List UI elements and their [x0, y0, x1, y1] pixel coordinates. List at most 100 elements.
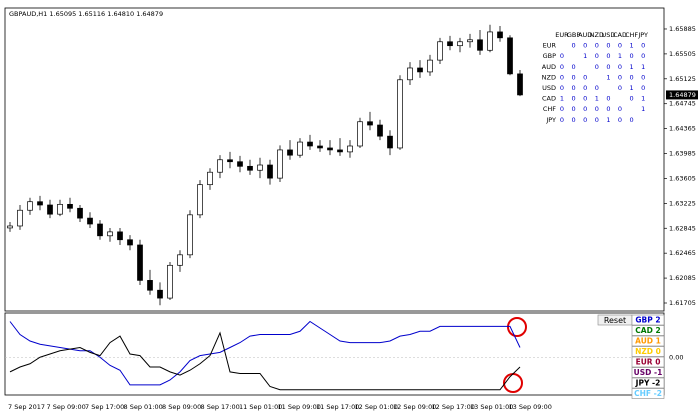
matrix-cell: 0	[572, 95, 576, 103]
currency-strength[interactable]: 0	[656, 347, 661, 356]
candle-body	[87, 217, 93, 225]
candle-body	[487, 31, 493, 51]
matrix-cell: 0	[583, 84, 587, 92]
x-tick-label: 12 Sep 09:00	[393, 403, 436, 411]
strength-label[interactable]: USD -1	[634, 368, 663, 377]
matrix-row-label: EUR	[543, 42, 557, 50]
candle-body	[347, 145, 353, 153]
matrix-cell: 0	[618, 42, 622, 50]
strength-label[interactable]: AUD 1	[635, 337, 661, 346]
matrix-row-label: GBP	[543, 52, 556, 60]
strength-button[interactable]	[631, 388, 665, 399]
candle-body	[147, 280, 153, 291]
candle-body	[177, 254, 183, 266]
strength-button[interactable]	[631, 346, 665, 357]
currency-strength[interactable]: -2	[654, 389, 662, 398]
currency-strength[interactable]: 1	[656, 337, 661, 346]
strength-label[interactable]: NZD 0	[635, 347, 661, 356]
current-price-label: 1.64879	[669, 91, 696, 99]
chart-title: GBPAUD,H1 1.65095 1.65116 1.64810 1.6487…	[9, 10, 163, 18]
currency-name[interactable]: CHF	[634, 389, 651, 398]
candle-body	[477, 39, 483, 51]
currency-name[interactable]: GBP	[635, 316, 653, 325]
x-tick-label: 8 Sep 01:00	[124, 403, 163, 411]
matrix-cell: 0	[606, 63, 610, 71]
strength-button[interactable]	[631, 367, 665, 378]
currency-name[interactable]: NZD	[635, 347, 653, 356]
candle-body	[297, 141, 303, 156]
strength-button[interactable]	[631, 377, 665, 389]
candle-body	[337, 149, 343, 153]
currency-strength[interactable]: -2	[652, 379, 660, 388]
currency-name[interactable]: USD	[634, 368, 652, 377]
currency-name[interactable]: CAD	[635, 326, 653, 335]
matrix-cell: 0	[618, 116, 622, 124]
candle-body	[137, 244, 143, 281]
currency-strength[interactable]: 2	[655, 326, 660, 335]
candle-body	[457, 41, 463, 47]
matrix-cell: 1	[606, 116, 610, 124]
x-tick-label: 8 Sep 09:00	[162, 403, 201, 411]
matrix-row-label: NZD	[542, 73, 556, 81]
x-tick-label: 7 Sep 17:00	[85, 403, 124, 411]
highlight-circle	[507, 317, 527, 337]
currency-strength[interactable]: 2	[655, 316, 660, 325]
matrix-cell: 0	[572, 63, 576, 71]
strength-button[interactable]	[631, 356, 665, 368]
matrix-header: NZD	[590, 31, 604, 39]
main-panel	[4, 7, 665, 312]
matrix-row-label: CAD	[542, 95, 556, 103]
strength-label[interactable]: GBP 2	[635, 316, 660, 325]
x-tick-label: 13 Sep 09:00	[509, 403, 552, 411]
x-tick-label: 11 Sep 09:00	[278, 403, 321, 411]
strength-line	[9, 331, 521, 391]
matrix-cell: 0	[630, 116, 634, 124]
y-tick-label: 1.63605	[669, 174, 696, 182]
candle-body	[407, 67, 413, 81]
y-tick-label: 1.63225	[669, 199, 696, 207]
candle-body	[237, 161, 243, 167]
candle-body	[27, 201, 33, 211]
currency-name[interactable]: JPY	[635, 379, 650, 388]
matrix-row-label: CHF	[543, 105, 556, 113]
matrix-header: JPY	[637, 31, 648, 39]
matrix-cell: 0	[572, 84, 576, 92]
candle-body	[227, 159, 233, 163]
candle-body	[7, 225, 13, 229]
candle-body	[417, 67, 423, 73]
matrix-cell: 0	[583, 95, 587, 103]
y-tick-label: 1.63985	[669, 150, 696, 158]
matrix-cell: 0	[630, 52, 634, 60]
strength-label[interactable]: CAD 2	[635, 326, 660, 335]
matrix-cell: 1	[618, 52, 622, 60]
matrix-cell: 0	[618, 105, 622, 113]
y-tick-label: 1.64745	[669, 100, 696, 108]
candle-body	[437, 41, 443, 61]
matrix-cell: 0	[606, 42, 610, 50]
matrix-cell: 1	[630, 63, 634, 71]
strength-label[interactable]: EUR 0	[636, 358, 661, 367]
candle-body	[67, 203, 73, 209]
candle-body	[167, 264, 173, 299]
strength-label[interactable]: JPY -2	[635, 379, 661, 388]
x-tick-label: 8 Sep 17:00	[201, 403, 240, 411]
matrix-cell: 1	[583, 52, 587, 60]
matrix-cell: 1	[641, 105, 645, 113]
candle-body	[287, 149, 293, 156]
current-price-box	[666, 90, 698, 100]
matrix-cell: 0	[595, 116, 599, 124]
strength-button[interactable]	[631, 335, 665, 347]
indicator-panel	[4, 312, 665, 396]
strength-button[interactable]	[631, 314, 665, 326]
currency-strength[interactable]: -1	[654, 368, 662, 377]
matrix-cell: 0	[618, 84, 622, 92]
currency-strength[interactable]: 0	[655, 358, 660, 367]
strength-button[interactable]	[631, 325, 665, 336]
strength-label[interactable]: CHF -2	[634, 389, 662, 398]
currency-name[interactable]: AUD	[635, 337, 653, 346]
currency-name[interactable]: EUR	[636, 358, 653, 367]
y-tick-label: 1.65505	[669, 50, 696, 58]
x-tick-label: 7 Sep 2017	[8, 403, 45, 411]
reset-label[interactable]: Reset	[604, 316, 626, 325]
